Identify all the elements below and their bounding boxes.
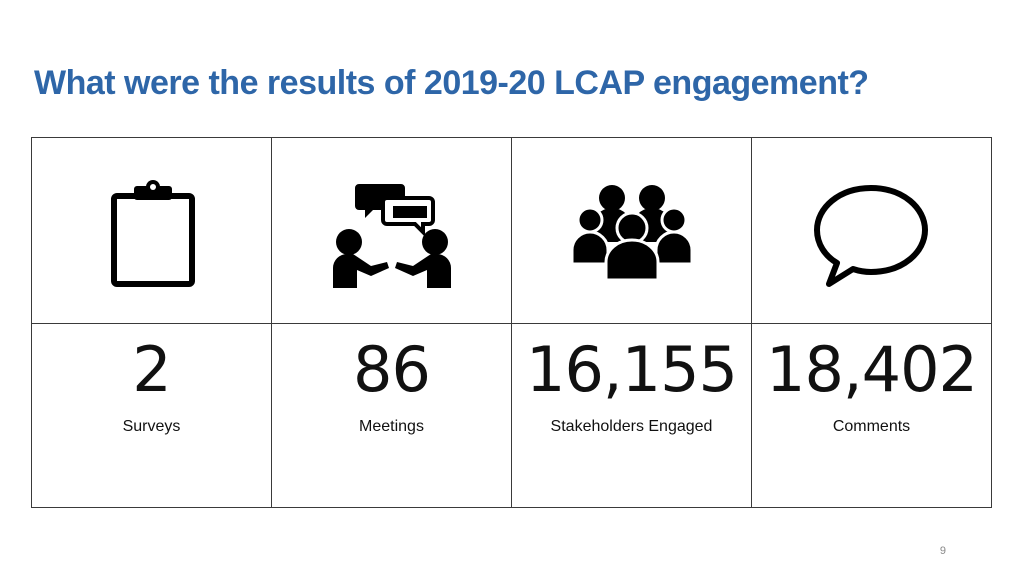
- stat-value: 16,155: [526, 333, 738, 406]
- stats-row: 2 Surveys 86 Meetings 16,155 Stakeholder…: [31, 323, 992, 508]
- icon-cell-meetings: [271, 137, 512, 324]
- stat-label: Stakeholders Engaged: [550, 418, 713, 435]
- stat-value: 86: [353, 333, 431, 406]
- stat-cell-surveys: 2 Surveys: [31, 323, 272, 508]
- icon-cell-comments: [751, 137, 992, 324]
- stat-label: Comments: [832, 418, 911, 435]
- slide-title: What were the results of 2019-20 LCAP en…: [34, 64, 869, 102]
- icon-row: [31, 137, 992, 324]
- stat-value: 2: [132, 333, 171, 406]
- stats-table: 2 Surveys 86 Meetings 16,155 Stakeholder…: [31, 137, 992, 508]
- meeting-icon: [332, 184, 451, 288]
- page-number: 9: [939, 545, 946, 557]
- stat-cell-meetings: 86 Meetings: [271, 323, 512, 508]
- clipboard-icon: [110, 180, 195, 287]
- icon-cell-stakeholders: [511, 137, 752, 324]
- people-group-icon: [571, 185, 692, 282]
- stat-value: 18,402: [766, 333, 978, 406]
- stat-cell-comments: 18,402 Comments: [751, 323, 992, 508]
- stat-cell-stakeholders: 16,155 Stakeholders Engaged: [511, 323, 752, 508]
- speech-bubble-icon: [814, 185, 928, 287]
- icon-cell-surveys: [31, 137, 272, 324]
- stat-label: Meetings: [359, 418, 424, 435]
- stat-label: Surveys: [122, 418, 181, 435]
